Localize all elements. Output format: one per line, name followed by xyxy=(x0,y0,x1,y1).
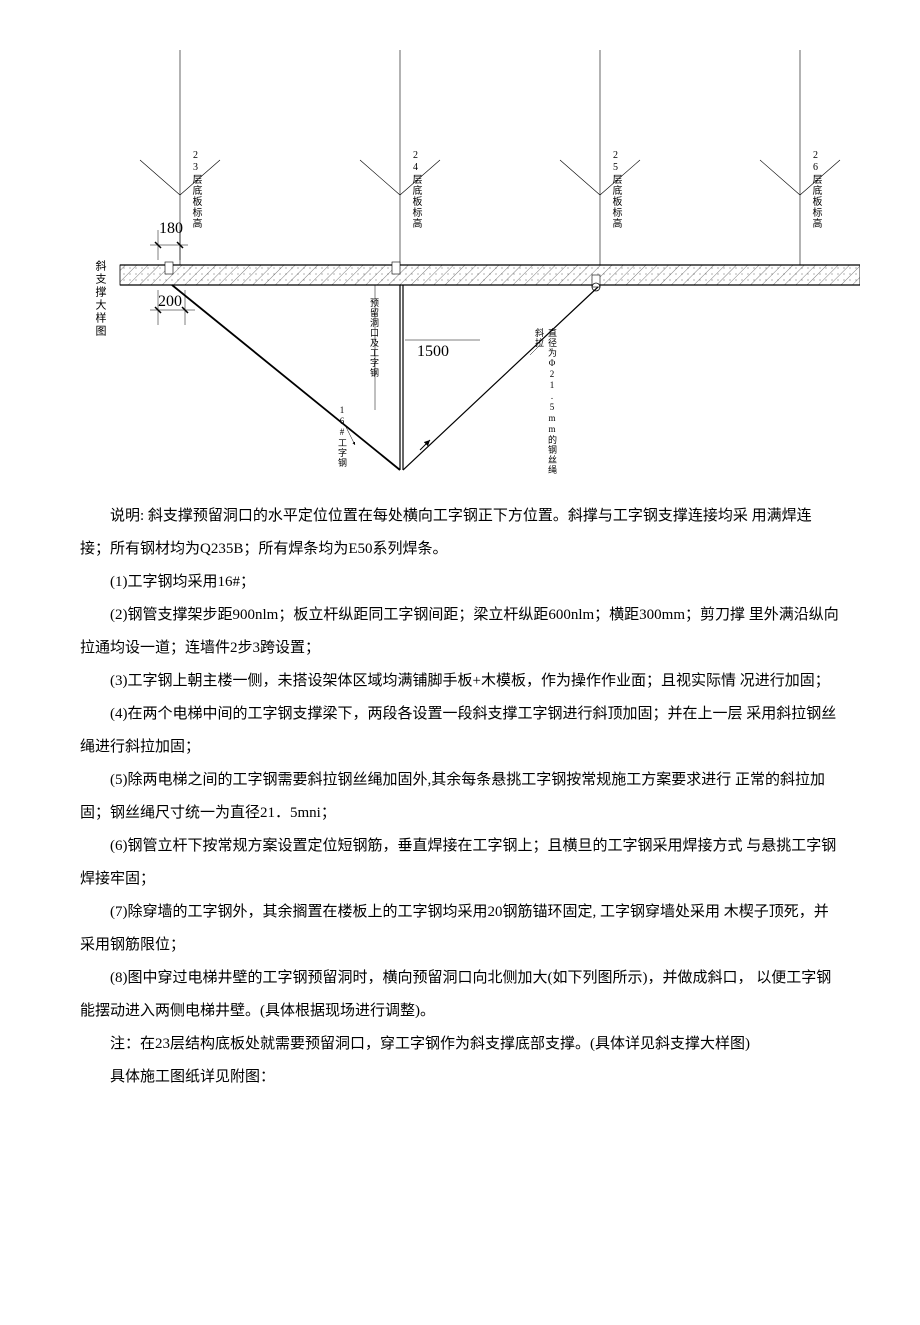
brace-detail-diagram: 斜支撑大样图 23层底板标高 24层底板标高 25层底板标高 26层底板标高 1… xyxy=(80,50,860,480)
para-4: (4)在两个电梯中间的工字钢支撑梁下，两段各设置一段斜支撑工字钢进行斜顶加固；并… xyxy=(80,698,840,764)
para-1: (1)工字钢均采用16#； xyxy=(80,566,840,599)
floor-label-23: 23层底板标高 xyxy=(188,150,203,229)
floor-label-24: 24层底板标高 xyxy=(408,150,423,229)
dim-200-label: 200 xyxy=(158,293,182,311)
floor-24 xyxy=(360,50,440,265)
dim-180-label: 180 xyxy=(159,220,183,238)
diagram-title: 斜支撑大样图 xyxy=(92,260,108,338)
dim-1500-label: 1500 xyxy=(417,343,449,361)
beam-annotation: 16#工字钢 xyxy=(336,405,349,468)
floor-26 xyxy=(760,50,840,265)
note-para: 注：在23层结构底板处就需要预留洞口，穿工字钢作为斜支撑底部支撑。(具体详见斜支… xyxy=(80,1028,840,1061)
para-3: (3)工字钢上朝主楼一侧，未搭设架体区域均满铺脚手板+木模板，作为操作作业面；且… xyxy=(80,665,840,698)
para-5: (5)除两电梯之间的工字钢需要斜拉钢丝绳加固外,其余每条悬挑工字钢按常规施工方案… xyxy=(80,764,840,830)
para-2: (2)钢管支撑架步距900nlm；板立杆纵距同工字钢间距；梁立杆纵距600nlm… xyxy=(80,599,840,665)
para-7: (7)除穿墙的工字钢外，其余搁置在楼板上的工字钢均采用20钢筋锚环固定, 工字钢… xyxy=(80,896,840,962)
intro-para: 说明: 斜支撑预留洞口的水平定位位置在每处横向工字钢正下方位置。斜撑与工字钢支撑… xyxy=(80,500,840,566)
hole-annotation: 预留洞口及工字钢 xyxy=(368,298,381,378)
specification-text: 说明: 斜支撑预留洞口的水平定位位置在每处横向工字钢正下方位置。斜撑与工字钢支撑… xyxy=(80,500,840,1094)
appendix-para: 具体施工图纸详见附图： xyxy=(80,1061,840,1094)
floor-label-25: 25层底板标高 xyxy=(608,150,623,229)
para-6: (6)钢管立杆下按常规方案设置定位短钢筋，垂直焊接在工字钢上；且横旦的工字钢采用… xyxy=(80,830,840,896)
wire-annotation: 直径为Φ21.5mm的钢丝绳斜拉 xyxy=(533,328,559,480)
floor-25 xyxy=(560,50,640,265)
para-8: (8)图中穿过电梯井壁的工字钢预留洞时，横向预留洞口向北侧加大(如下列图所示)，… xyxy=(80,962,840,1028)
floor-label-26: 26层底板标高 xyxy=(808,150,823,229)
